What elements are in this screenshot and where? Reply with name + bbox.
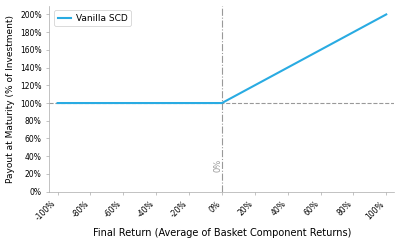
Text: 0%: 0% bbox=[213, 158, 222, 172]
Vanilla SCD bbox=[384, 13, 389, 16]
Vanilla SCD bbox=[220, 102, 224, 104]
X-axis label: Final Return (Average of Basket Component Returns): Final Return (Average of Basket Componen… bbox=[93, 228, 351, 238]
Vanilla SCD bbox=[55, 102, 60, 104]
Line: Vanilla SCD: Vanilla SCD bbox=[58, 14, 386, 103]
Y-axis label: Payout at Maturity (% of Investment): Payout at Maturity (% of Investment) bbox=[6, 15, 14, 183]
Legend: Vanilla SCD: Vanilla SCD bbox=[54, 10, 131, 26]
